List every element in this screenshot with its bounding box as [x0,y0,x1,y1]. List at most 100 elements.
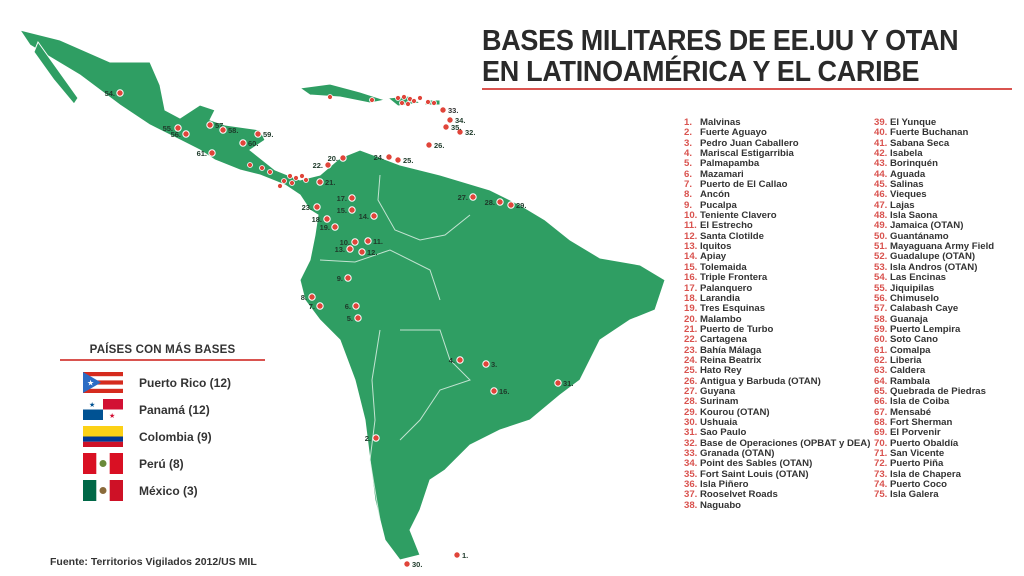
base-name: Puerto Lempira [890,323,961,335]
base-list-item: 62. Liberia [874,354,994,366]
base-marker [453,551,461,559]
base-list-item: 52. Guadalupe (OTAN) [874,251,994,263]
base-list-item: 57. Calabash Caye [874,303,994,314]
panama-flag-icon: ★ ★ [83,399,123,420]
base-number: 45. [874,179,888,191]
base-name: Fuerte Buchanan [890,127,969,139]
base-number: 67. [874,406,888,418]
base-name: Mayaguana Army Field [890,241,995,253]
base-marker-label: 5. [347,314,353,323]
base-name: Triple Frontera [700,272,768,284]
base-list-item: 35. Fort Saint Louis (OTAN) [684,469,870,480]
base-name: Quebrada de Piedras [890,385,986,397]
base-marker [395,95,401,101]
base-number: 38. [684,499,698,511]
base-list-item: 37. Rooselvet Roads [684,489,870,501]
base-number: 58. [874,313,888,325]
base-marker [354,314,362,322]
base-marker [358,248,366,256]
title-line-1: BASES MILITARES DE EE.UU Y OTAN [482,25,959,57]
base-name: Rooselvet Roads [700,489,778,501]
base-number: 52. [874,251,888,263]
base-name: El Estrecho [700,220,753,232]
legend: PAÍSES CON MÁS BASES ★ Puerto Rico (12) … [60,344,265,504]
base-list-item: 56. Chimuselo [874,293,994,304]
base-number: 40. [874,127,888,139]
base-marker [267,169,273,175]
base-name: Naguabo [700,499,742,511]
base-list-item: 10. Teniente Clavero [684,210,870,221]
base-number: 28. [684,396,698,408]
base-marker [346,245,354,253]
base-list-item: 25. Hato Rey [684,365,870,376]
base-marker-label: 9. [337,274,343,283]
base-name: Bahía Málaga [700,344,762,356]
base-list-item: 61. Comalpa [874,344,994,356]
base-list-item: 51. Mayaguana Army Field [874,241,995,253]
base-name: San Vicente [890,448,945,459]
base-list-item: 38. Naguabo [684,499,870,511]
base-marker-label: 58. [228,126,238,135]
base-marker [352,302,360,310]
base-marker [425,99,431,105]
base-number: 41. [874,137,888,149]
base-marker [469,193,477,201]
base-number: 63. [874,365,888,377]
base-number: 34. [684,458,698,470]
base-number: 64. [874,375,888,387]
base-list-item: 33. Granada (OTAN) [684,448,870,459]
base-name: Las Encinas [890,272,946,284]
base-list-item: 36. Isla Piñero [684,479,870,490]
base-name: Soto Cano [890,334,938,346]
base-marker [490,387,498,395]
base-name: Santa Clotilde [700,230,764,242]
base-name: Aguada [890,168,926,180]
base-list-item: 54. Las Encinas [874,272,994,284]
base-name: Ushuaia [700,416,738,428]
base-marker [399,100,405,106]
legend-item-colombia: Colombia (9) [83,423,265,450]
base-marker-label: 60. [248,139,258,148]
base-list-item: 14. Apiay [684,252,870,263]
base-name: Guanaja [890,313,928,325]
base-marker [277,183,283,189]
base-list-item: 41. Sabana Seca [874,137,994,149]
base-list-item: 8. Ancón [684,189,870,201]
base-number: 8. [684,189,693,201]
base-marker-label: 23. [302,203,312,212]
base-list-item: 50. Guantánamo [874,231,994,242]
base-marker [385,153,393,161]
base-marker-label: 16. [499,387,509,396]
base-list-item: 44. Aguada [874,168,994,180]
base-marker [405,101,411,107]
base-number: 62. [874,354,888,366]
base-marker-label: 31. [563,379,573,388]
base-name: Comalpa [890,344,931,356]
base-marker [313,203,321,211]
base-name: Isla de Coiba [890,396,950,408]
base-name: Tres Esquinas [700,303,766,315]
base-marker [206,121,214,129]
base-name: Isla Saona [890,210,938,222]
base-number: 37. [684,489,698,501]
base-name: Antigua y Barbuda (OTAN) [700,375,821,387]
mexico-flag-icon [83,480,123,501]
base-number: 60. [874,334,888,346]
base-list-item: 9. Pucalpa [684,200,870,211]
base-list-item: 68. Fort Sherman [874,417,994,428]
base-list-item: 46. Vieques [874,189,994,201]
legend-item-panama: ★ ★ Panamá (12) [83,396,265,423]
base-marker-label: 59. [263,130,273,139]
base-number: 46. [874,189,888,201]
base-marker [339,154,347,162]
base-name: Sabana Seca [890,137,950,149]
base-name: El Yunque [890,117,937,128]
base-number: 12. [684,230,698,242]
base-marker [174,124,182,132]
base-number: 66. [874,396,888,408]
base-name: Borinquén [890,158,938,170]
base-number: 22. [684,334,698,346]
base-list-item: 75. Isla Galera [874,490,994,501]
base-marker [496,198,504,206]
base-name: Granada (OTAN) [700,448,775,459]
